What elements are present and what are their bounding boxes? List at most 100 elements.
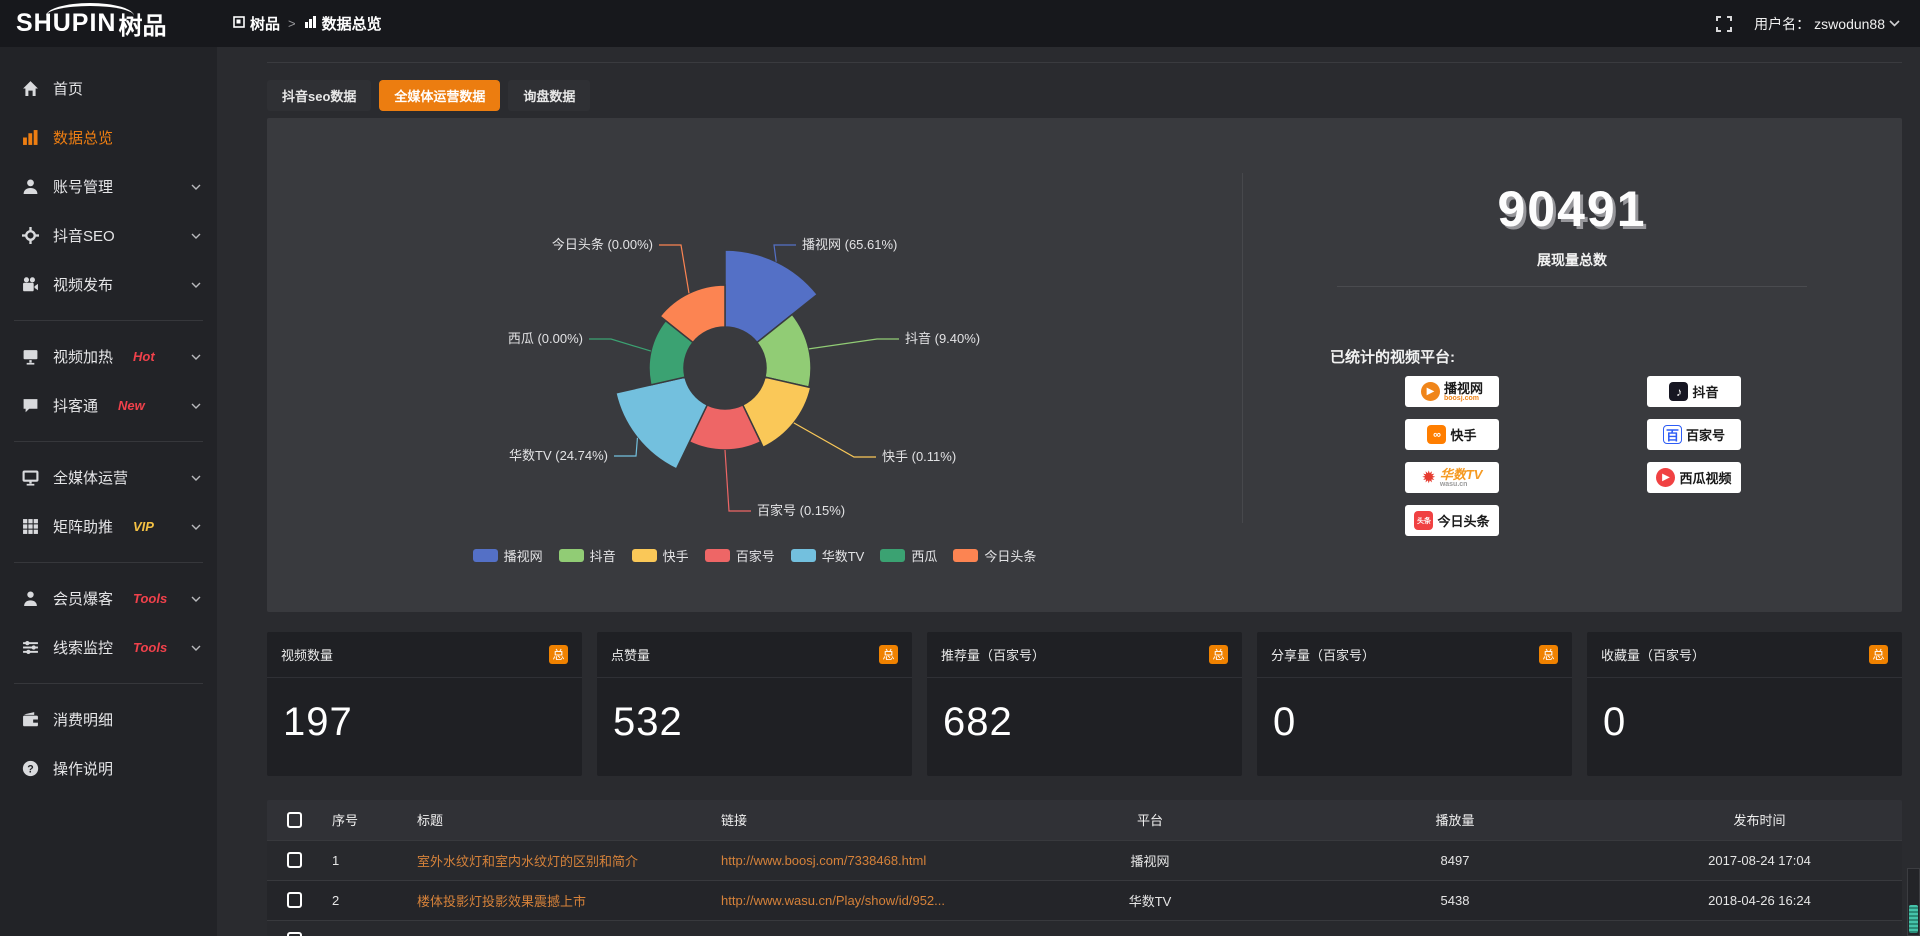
platform-badge-快手: ∞ 快手 <box>1405 419 1499 450</box>
sidebar-item-9[interactable]: 矩阵助推 VIP <box>0 502 217 551</box>
total-badge: 总 <box>1539 645 1558 664</box>
pie-label-百家号: 百家号 (0.15%) <box>757 503 845 518</box>
legend-swatch <box>953 549 979 562</box>
stat-card-1: 视频数量 总 197 <box>267 632 582 776</box>
cell-time: 2018-04-26 16:24 <box>1617 879 1902 920</box>
pie-label-今日头条: 今日头条 (0.00%) <box>552 237 653 252</box>
sidebar-item-10[interactable]: 会员爆客 Tools <box>0 574 217 623</box>
cell-time <box>1617 919 1902 936</box>
platform-name: 西瓜视频 <box>1679 471 1732 486</box>
pie-slice-快手[interactable] <box>741 376 812 449</box>
stat-card-title: 推荐量（百家号） <box>941 648 1046 663</box>
pie-slice-播视网[interactable] <box>724 249 819 344</box>
table-header-row: 序号 标题 链接 平台 播放量 发布时间 <box>267 800 1902 840</box>
cell-platform: 播视网 <box>1007 839 1293 880</box>
videos-table: 序号 标题 链接 平台 播放量 发布时间 1 室外水纹灯和室内水纹灯的区别和简介 http://… <box>267 800 1902 936</box>
pie-slice-百家号[interactable] <box>688 403 762 451</box>
video-title-link[interactable]: 室外水纹灯和室内水纹灯的区别和简介 <box>417 853 639 869</box>
pie-label-line <box>614 437 639 457</box>
legend-item-快手[interactable]: 快手 <box>631 546 689 565</box>
panel-divider <box>1242 173 1243 523</box>
stat-card-value: 532 <box>613 700 683 744</box>
sidebar-item-6[interactable]: 视频加热 Hot <box>0 332 217 381</box>
breadcrumb-home[interactable]: 树品 <box>233 13 280 34</box>
platform-name: 抖音 <box>1692 385 1719 400</box>
kuaishou-icon: ∞ <box>1427 425 1447 444</box>
stat-card-title: 视频数量 <box>281 648 334 663</box>
gear-icon <box>22 227 39 244</box>
sidebar-item-label: 线索监控 <box>53 640 114 657</box>
pie-slice-西瓜[interactable] <box>648 319 694 386</box>
sidebar-item-label: 全媒体运营 <box>53 470 129 487</box>
legend-item-百家号[interactable]: 百家号 <box>704 546 775 565</box>
sidebar-item-label: 视频加热 <box>53 349 114 366</box>
video-title-link[interactable]: 楼体投影灯投影效果震撼上市 <box>417 893 587 909</box>
cell-time: 2017-08-24 17:04 <box>1617 839 1902 880</box>
sidebar-item-2[interactable]: 数据总览 <box>0 113 217 162</box>
legend-item-抖音[interactable]: 抖音 <box>558 546 616 565</box>
pie-slice-今日头条[interactable] <box>659 284 726 344</box>
cell-platform: 华数TV <box>1007 879 1293 920</box>
tab-douyin-seo[interactable]: 抖音seo数据 <box>267 80 372 111</box>
sidebar-item-3[interactable]: 账号管理 <box>0 162 217 211</box>
select-all-checkbox[interactable] <box>287 811 302 828</box>
sidebar-item-label: 会员爆客 <box>53 591 114 608</box>
user-icon <box>23 179 38 194</box>
pie-label-line <box>793 422 876 458</box>
sidebar-item-12[interactable]: 消费明细 <box>0 695 217 744</box>
pie-slice-抖音[interactable] <box>756 313 812 389</box>
tab-inquiry[interactable]: 询盘数据 <box>508 80 591 111</box>
sliders-icon <box>23 641 38 654</box>
user-menu[interactable]: 用户名： zswodun88 <box>1754 14 1900 34</box>
video-url-link[interactable]: http://www.boosj.com/7338468.html <box>721 852 927 868</box>
username: zswodun88 <box>1814 15 1885 32</box>
sidebar-item-7[interactable]: 抖客通 New <box>0 381 217 430</box>
content-divider <box>267 62 1902 63</box>
bar-chart-icon <box>304 15 317 32</box>
platform-badge-抖音: ♪ 抖音 <box>1647 376 1741 407</box>
sidebar-item-13[interactable]: ? 操作说明 <box>0 744 217 793</box>
sidebar-item-1[interactable]: 首页 <box>0 64 217 113</box>
stat-card-3: 推荐量（百家号） 总 682 <box>927 632 1242 776</box>
stat-card-value: 0 <box>1273 700 1297 744</box>
stat-card-2: 点赞量 总 532 <box>597 632 912 776</box>
legend-item-西瓜[interactable]: 西瓜 <box>880 546 937 565</box>
pie-slice-华数TV[interactable] <box>614 376 709 470</box>
impressions-section: 90491 展现量总数 已统计的视频平台: ▶ 播视网 boosj.com ∞ 快手 ✹ 华… <box>1242 118 1902 612</box>
legend-label: 抖音 <box>589 549 616 564</box>
pie-label-line <box>659 244 690 294</box>
sidebar-item-badge: VIP <box>133 519 154 534</box>
legend-item-今日头条[interactable]: 今日头条 <box>953 546 1036 565</box>
impressions-divider <box>1337 286 1807 287</box>
scrollbar-thumb[interactable] <box>1909 905 1918 933</box>
total-badge: 总 <box>879 645 898 664</box>
chevron-down-icon <box>191 282 201 288</box>
row-checkbox[interactable] <box>287 932 302 936</box>
sidebar-divider <box>14 441 203 442</box>
video-url-link[interactable]: http://www.wasu.cn/Play/show/id/952... <box>721 892 945 908</box>
sidebar-nav: 首页 数据总览 账号管理 抖音SEO 视频发布视频加热 Hot 抖客通 New 全媒体运营矩阵助… <box>0 64 217 793</box>
legend-item-华数TV[interactable]: 华数TV <box>790 546 864 565</box>
boosj-icon: ▶ <box>1420 382 1440 401</box>
legend-swatch <box>558 549 584 562</box>
legend-swatch <box>631 549 657 562</box>
legend-label: 播视网 <box>503 549 543 564</box>
sidebar-divider <box>14 683 203 684</box>
sidebar-item-label: 操作说明 <box>53 761 114 778</box>
douyin-icon: ♪ <box>1669 382 1689 401</box>
breadcrumb-current[interactable]: 数据总览 <box>304 13 382 34</box>
logo-arc <box>46 3 134 16</box>
wallet-icon <box>23 712 38 727</box>
sidebar-item-label: 矩阵助推 <box>53 519 114 536</box>
platform-name: 播视网 <box>1443 380 1483 396</box>
row-checkbox[interactable] <box>287 852 302 868</box>
sidebar-item-4[interactable]: 抖音SEO <box>0 211 217 260</box>
sidebar-item-5[interactable]: 视频发布 <box>0 260 217 309</box>
legend-item-播视网[interactable]: 播视网 <box>472 546 543 565</box>
row-checkbox[interactable] <box>287 892 302 908</box>
sidebar-item-8[interactable]: 全媒体运营 <box>0 453 217 502</box>
fullscreen-icon[interactable] <box>1716 15 1733 32</box>
sidebar-item-11[interactable]: 线索监控 Tools <box>0 623 217 672</box>
data-tabs: 抖音seo数据 全媒体运营数据 询盘数据 <box>267 80 591 111</box>
tab-omni-media[interactable]: 全媒体运营数据 <box>379 80 501 111</box>
